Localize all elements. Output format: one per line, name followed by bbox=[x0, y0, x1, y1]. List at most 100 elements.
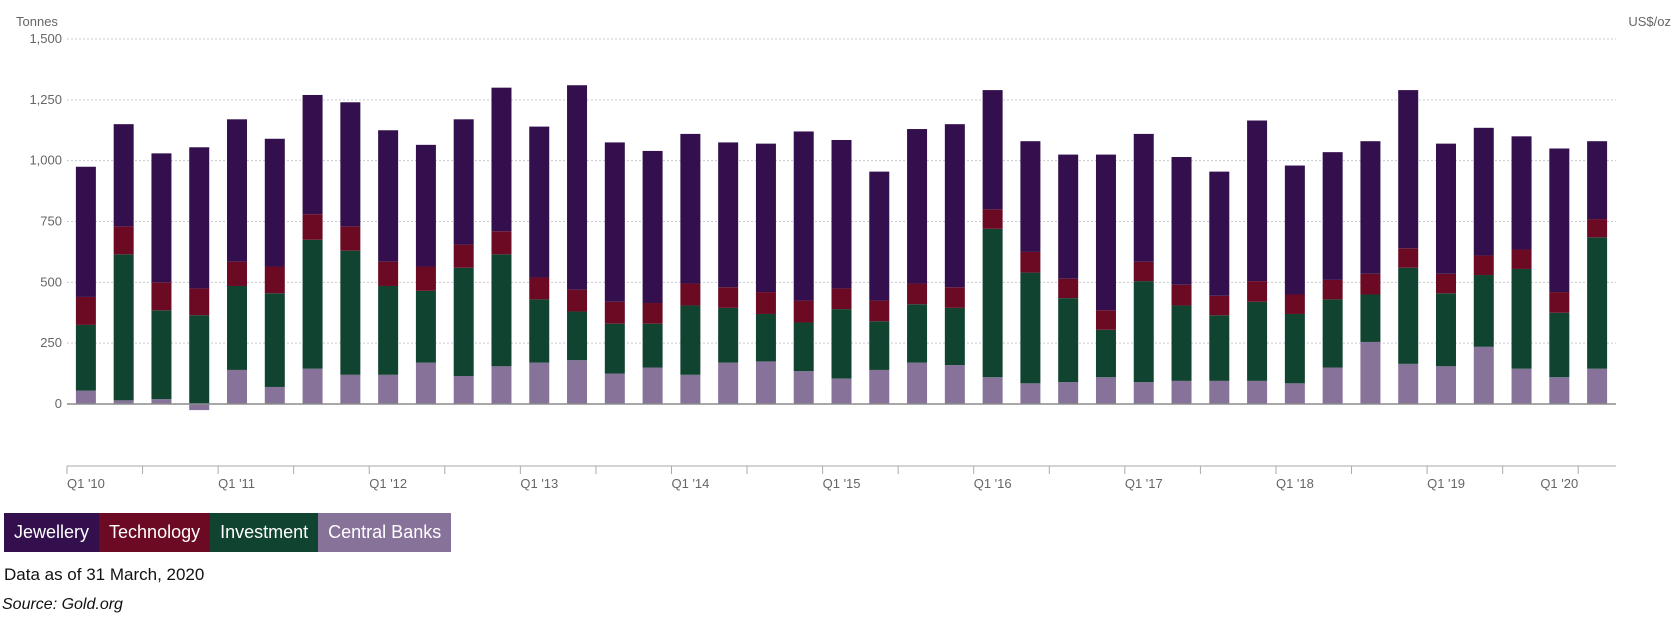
bar-technology bbox=[1360, 273, 1381, 295]
bar-investment bbox=[264, 293, 285, 387]
bar-jewellery bbox=[1095, 154, 1116, 311]
bar-jewellery bbox=[1398, 90, 1419, 249]
bar-investment bbox=[944, 307, 965, 366]
bar-technology bbox=[340, 226, 361, 251]
bar-jewellery bbox=[831, 139, 852, 289]
bar-central-banks bbox=[1511, 368, 1532, 404]
bar-central-banks bbox=[113, 400, 134, 404]
bar-jewellery bbox=[907, 129, 928, 284]
bar-technology bbox=[491, 231, 512, 255]
bar-central-banks bbox=[529, 362, 550, 404]
bar-technology bbox=[1473, 255, 1494, 276]
bar-investment bbox=[642, 323, 663, 368]
bar-jewellery bbox=[680, 133, 701, 284]
bar-technology bbox=[1058, 278, 1079, 299]
bar-investment bbox=[453, 267, 474, 377]
bar-central-banks bbox=[831, 378, 852, 404]
x-tick-label: Q1 '14 bbox=[671, 476, 709, 491]
bar-investment bbox=[151, 310, 172, 400]
legend-item-central-banks[interactable]: Central Banks bbox=[318, 513, 452, 552]
bar-central-banks bbox=[302, 368, 323, 404]
bar-investment bbox=[1020, 272, 1041, 384]
bar-jewellery bbox=[1133, 133, 1154, 262]
y-tick-label: 1,500 bbox=[29, 31, 62, 46]
bar-investment bbox=[1322, 299, 1343, 368]
bar-central-banks bbox=[944, 365, 965, 404]
bar-technology bbox=[944, 287, 965, 308]
bar-central-banks bbox=[1284, 383, 1305, 404]
bar-central-banks bbox=[718, 362, 739, 404]
bar-jewellery bbox=[944, 124, 965, 288]
bar-central-banks bbox=[1322, 367, 1343, 404]
bar-central-banks bbox=[1587, 368, 1608, 404]
bar-technology bbox=[1247, 281, 1268, 302]
bar-central-banks bbox=[378, 374, 399, 404]
bar-central-banks bbox=[1360, 341, 1381, 404]
bar-technology bbox=[529, 277, 550, 300]
bar-investment bbox=[1209, 315, 1230, 381]
bar-investment bbox=[1435, 293, 1456, 367]
bar-technology bbox=[869, 300, 890, 322]
bar-jewellery bbox=[604, 142, 625, 302]
legend-item-jewellery[interactable]: Jewellery bbox=[4, 513, 100, 552]
bar-technology bbox=[604, 301, 625, 324]
bar-investment bbox=[302, 239, 323, 369]
bar-central-banks bbox=[1549, 377, 1570, 404]
bar-investment bbox=[1247, 301, 1268, 381]
bar-investment bbox=[491, 254, 512, 367]
bar-central-banks bbox=[227, 369, 248, 404]
bar-investment bbox=[189, 315, 210, 404]
bar-technology bbox=[1133, 261, 1154, 282]
bar-central-banks bbox=[680, 374, 701, 404]
bar-jewellery bbox=[718, 142, 739, 288]
bar-investment bbox=[1549, 312, 1570, 378]
x-tick-label: Q1 '17 bbox=[1125, 476, 1163, 491]
bar-technology bbox=[415, 266, 436, 291]
bar-central-banks bbox=[1209, 380, 1230, 404]
y-tick-label: 750 bbox=[40, 214, 62, 229]
bar-technology bbox=[982, 209, 1003, 229]
x-tick-label: Q1 '20 bbox=[1540, 476, 1578, 491]
x-tick-label: Q1 '10 bbox=[67, 476, 105, 491]
bar-jewellery bbox=[1247, 120, 1268, 282]
source-note: Source: Gold.org bbox=[2, 596, 123, 613]
bar-jewellery bbox=[302, 94, 323, 215]
bar-investment bbox=[1171, 305, 1192, 381]
bar-jewellery bbox=[113, 124, 134, 227]
legend-item-investment[interactable]: Investment bbox=[210, 513, 319, 552]
bar-technology bbox=[151, 282, 172, 311]
bar-central-banks bbox=[491, 366, 512, 404]
bar-investment bbox=[1473, 275, 1494, 347]
bar-jewellery bbox=[1209, 171, 1230, 296]
bar-investment bbox=[1587, 237, 1608, 369]
axes: 0 250 500 750 1,000 1,250 1,500 Q1 '10 Q1 '11 Q1 … bbox=[29, 31, 1616, 491]
bar-jewellery bbox=[1322, 152, 1343, 280]
bar-investment bbox=[1284, 313, 1305, 384]
bar-technology bbox=[680, 283, 701, 306]
y-axis-label-left: Tonnes bbox=[16, 14, 58, 29]
bar-central-banks bbox=[1133, 382, 1154, 404]
x-tick-label: Q1 '16 bbox=[974, 476, 1012, 491]
bar-investment bbox=[1398, 267, 1419, 364]
bar-central-banks bbox=[1398, 363, 1419, 404]
bar-central-banks bbox=[340, 374, 361, 404]
bar-central-banks bbox=[1473, 346, 1494, 404]
bar-jewellery bbox=[1020, 141, 1041, 252]
bar-jewellery bbox=[755, 143, 776, 293]
bar-technology bbox=[793, 300, 814, 323]
bar-central-banks bbox=[755, 361, 776, 404]
y-tick-label: 250 bbox=[40, 335, 62, 350]
bar-jewellery bbox=[1171, 157, 1192, 285]
bar-technology bbox=[1171, 284, 1192, 306]
bar-jewellery bbox=[1058, 154, 1079, 279]
bar-investment bbox=[1511, 268, 1532, 369]
bar-technology bbox=[75, 296, 96, 325]
bar-technology bbox=[1549, 292, 1570, 313]
bar-investment bbox=[340, 250, 361, 375]
legend-item-technology[interactable]: Technology bbox=[99, 513, 211, 552]
bar-jewellery bbox=[1587, 141, 1608, 220]
bar-investment bbox=[113, 254, 134, 401]
x-tick-label: Q1 '19 bbox=[1427, 476, 1465, 491]
bar-central-banks bbox=[75, 390, 96, 404]
y-tick-label: 0 bbox=[55, 396, 62, 411]
